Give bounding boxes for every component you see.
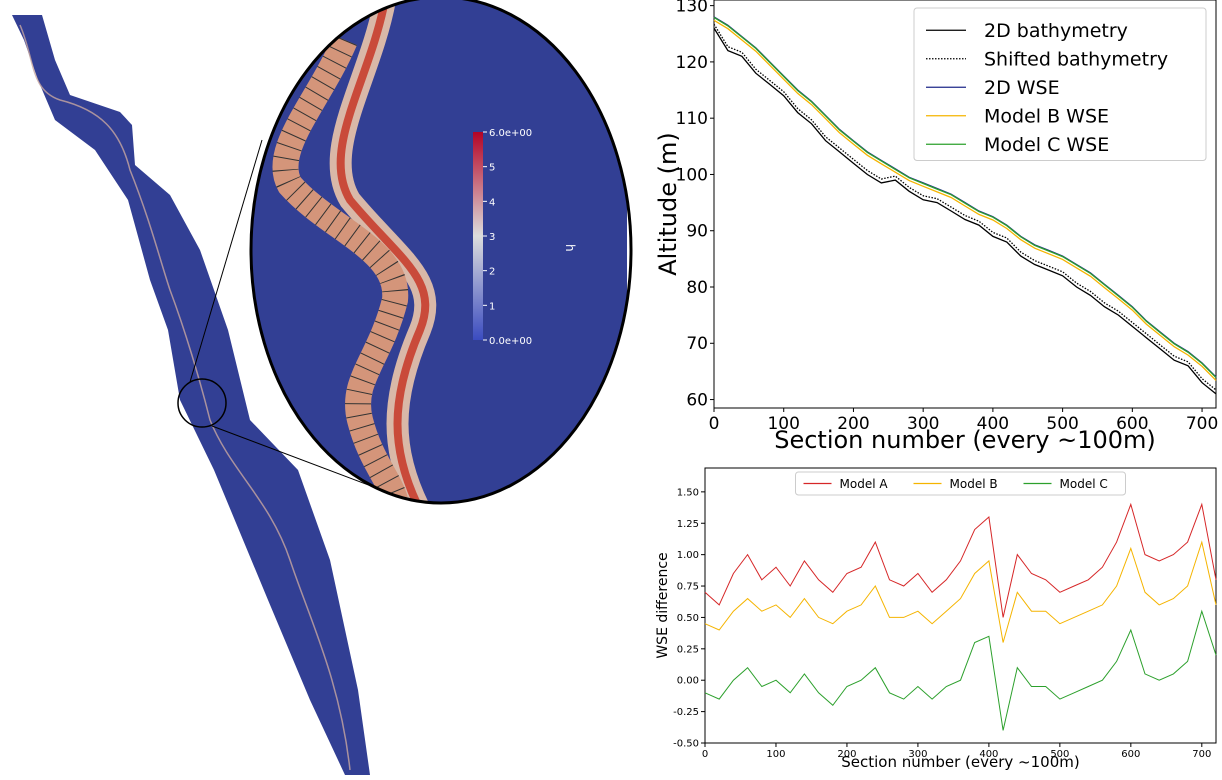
y-tick-label: 110 — [676, 109, 708, 129]
y-tick-label: -0.25 — [673, 707, 699, 718]
y-tick-label: -0.50 — [673, 739, 699, 750]
legend-label: Model C WSE — [984, 134, 1109, 156]
legend-label: Model A — [840, 477, 889, 491]
y-axis-label: WSE difference — [655, 552, 671, 658]
x-tick-label: 700 — [1192, 749, 1211, 760]
colorbar-tick-label: 6.0e+00 — [489, 128, 532, 139]
colorbar-tick-label: 4 — [489, 197, 495, 208]
legend-label: Shifted bathymetry — [984, 48, 1168, 70]
x-tick-label: 600 — [1121, 749, 1140, 760]
y-tick-label: 1.00 — [677, 550, 699, 561]
y-tick-label: 1.25 — [677, 519, 699, 530]
y-tick-label: 60 — [686, 391, 708, 411]
series-line — [705, 542, 1216, 642]
legend-label: 2D WSE — [984, 77, 1060, 99]
x-tick-label: 0 — [702, 749, 708, 760]
figure: 6.0e+00543210.0e+00h01002003004005006007… — [0, 0, 1222, 776]
x-tick-label: 100 — [766, 749, 785, 760]
y-tick-label: 120 — [676, 53, 708, 73]
colorbar-tick-label: 3 — [489, 232, 495, 243]
y-tick-label: 80 — [686, 278, 708, 298]
y-tick-label: 0.75 — [677, 582, 699, 593]
colorbar — [473, 132, 483, 340]
x-tick-label: 700 — [1186, 414, 1218, 434]
y-tick-label: 0.25 — [677, 644, 699, 655]
river-map — [12, 0, 640, 775]
legend-label: Model C — [1060, 477, 1108, 491]
legend-label: Model B WSE — [984, 105, 1109, 127]
colorbar-tick-label: 2 — [489, 267, 495, 278]
y-tick-label: 0.50 — [677, 613, 699, 624]
series-line — [705, 611, 1216, 730]
y-tick-label: 70 — [686, 334, 708, 354]
colorbar-tick-label: 1 — [489, 301, 495, 312]
y-tick-label: 90 — [686, 222, 708, 242]
series-line — [705, 504, 1216, 617]
colorbar-tick-label: 5 — [489, 163, 495, 174]
y-tick-label: 130 — [676, 0, 708, 17]
plot-frame — [705, 468, 1216, 743]
colorbar-label: h — [563, 244, 577, 252]
x-axis-label: Section number (every ~100m) — [841, 753, 1079, 771]
legend-label: 2D bathymetry — [984, 20, 1128, 42]
y-tick-label: 1.50 — [677, 487, 699, 498]
colorbar-tick-label: 0.0e+00 — [489, 336, 532, 347]
legend-label: Model B — [950, 477, 998, 491]
y-tick-label: 0.00 — [677, 676, 699, 687]
x-tick-label: 0 — [709, 414, 720, 434]
x-axis-label: Section number (every ~100m) — [774, 426, 1156, 454]
page: {"chart_data": [ {"type": "line", "x_lab… — [0, 0, 1222, 776]
y-axis-label: Altitude (m) — [654, 132, 682, 276]
